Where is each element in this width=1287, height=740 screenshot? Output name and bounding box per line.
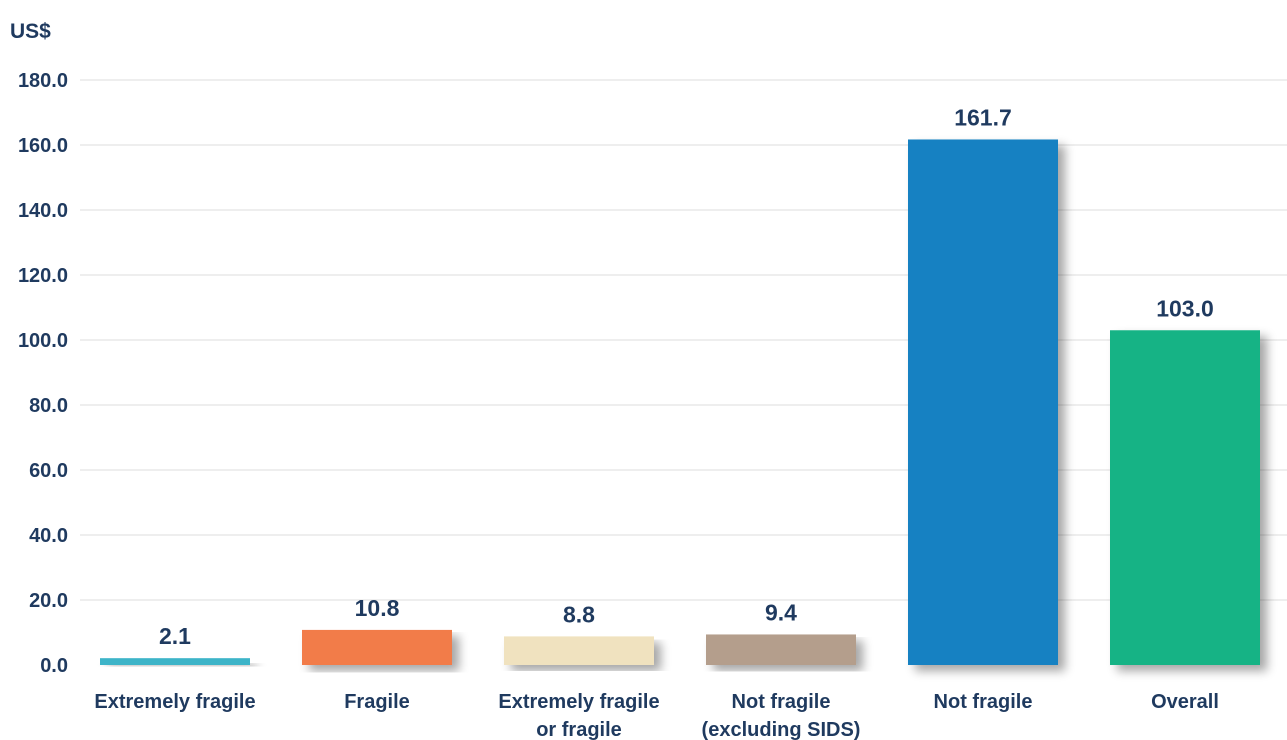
y-tick-label: 0.0: [40, 655, 68, 677]
x-category-label: Extremely fragile: [94, 691, 255, 713]
bar: [908, 139, 1058, 666]
x-category-label: Extremely fragile: [498, 691, 659, 713]
x-category-label: Not fragile: [732, 691, 831, 713]
y-axis-unit-label: US$: [10, 20, 51, 43]
x-category-label: Fragile: [344, 691, 410, 713]
bar-value-label: 8.8: [563, 601, 595, 627]
y-tick-label: 160.0: [18, 135, 68, 157]
bar-value-label: 103.0: [1156, 295, 1214, 321]
y-tick-label: 20.0: [29, 590, 68, 612]
bar-value-label: 2.1: [159, 623, 191, 649]
y-tick-label: 180.0: [18, 70, 68, 92]
y-tick-label: 120.0: [18, 265, 68, 287]
y-tick-label: 100.0: [18, 330, 68, 352]
gridlines: [80, 79, 1287, 601]
bar: [100, 658, 250, 665]
y-tick-label: 60.0: [29, 460, 68, 482]
y-tick-label: 140.0: [18, 200, 68, 222]
y-axis-ticks: 0.0 20.0 40.0 60.0 80.0 100.0 120.0 140.0 160.0 1…: [18, 70, 68, 677]
x-category-label: (excluding SIDS): [702, 719, 861, 740]
y-tick-label: 40.0: [29, 525, 68, 547]
bar: [1110, 330, 1260, 665]
x-category-label: Overall: [1151, 691, 1219, 713]
bar-value-label: 161.7: [954, 104, 1012, 130]
value-labels: 2.1 10.8 8.8 9.4 161.7 103.0: [159, 104, 1214, 649]
bar: [504, 636, 654, 665]
bar-value-label: 10.8: [355, 595, 400, 621]
bar-value-label: 9.4: [765, 599, 797, 625]
bar: [302, 629, 452, 665]
bar: [706, 634, 856, 665]
bars: [100, 139, 1260, 666]
category-labels: Extremely fragile Fragile Extremely fragil…: [94, 691, 1219, 740]
y-tick-label: 80.0: [29, 395, 68, 417]
x-category-label: or fragile: [536, 719, 622, 740]
x-category-label: Not fragile: [934, 691, 1033, 713]
